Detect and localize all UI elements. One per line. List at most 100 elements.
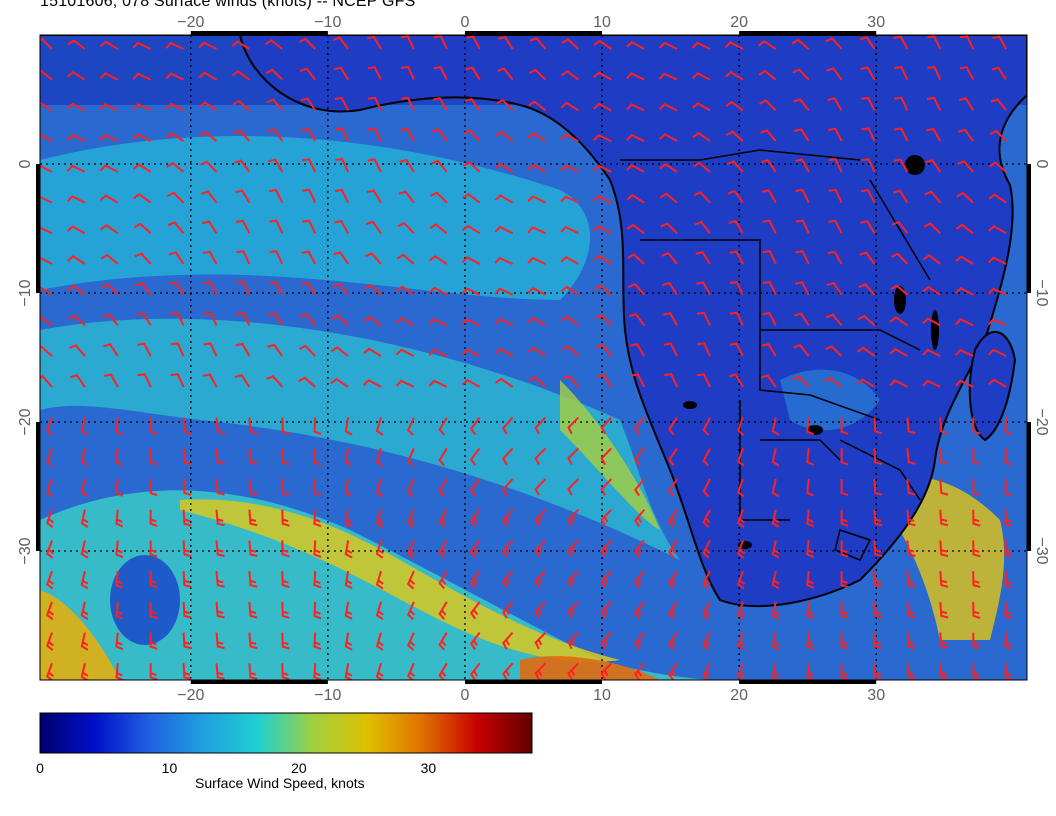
wind-barb [281, 663, 290, 680]
wind-barb [313, 417, 322, 436]
wind-barb [101, 283, 119, 296]
wind-barb [170, 373, 185, 388]
wind-barb [954, 318, 974, 327]
wind-barb [593, 254, 612, 265]
wind-barb [344, 663, 353, 680]
wind-barb [66, 195, 86, 204]
wind-barb [80, 570, 89, 590]
wind-barb [46, 417, 54, 436]
wind-barb [840, 417, 849, 435]
inland-wind-patch [780, 369, 880, 431]
wind-barb [759, 99, 777, 112]
wind-barb [923, 222, 941, 235]
wind-barb [534, 570, 547, 588]
wind-barb [794, 281, 810, 296]
wind-barb [890, 252, 909, 265]
wind-barb [926, 96, 942, 111]
wind-barb [955, 379, 974, 388]
wind-barb [659, 133, 678, 142]
wind-barb [301, 158, 317, 173]
wind-barb [132, 103, 152, 112]
wind-barb [236, 250, 251, 265]
wind-barb [955, 223, 974, 235]
wind-barb [182, 663, 192, 680]
wind-barb [375, 509, 384, 528]
wind-barb [498, 36, 514, 50]
wind-barb [80, 448, 89, 467]
wind-barb [469, 631, 481, 651]
wind-barb [313, 448, 322, 466]
wind-barb [873, 663, 883, 680]
wind-barb [600, 447, 613, 466]
wind-barb [793, 343, 810, 357]
wind-barb [461, 256, 481, 265]
axis-bar [739, 31, 877, 35]
wind-barb [182, 478, 192, 496]
wind-barb [567, 539, 580, 558]
wind-barb [268, 312, 284, 326]
wind-barb [567, 508, 580, 527]
wind-barb [926, 127, 942, 142]
wind-barb [737, 509, 746, 528]
wind-barb [281, 540, 290, 558]
wind-barb [761, 343, 777, 357]
wind-barb [235, 342, 251, 357]
low-pressure-center [110, 555, 180, 645]
wind-barb [593, 133, 612, 143]
wind-barb [760, 159, 777, 173]
wind-barb [567, 631, 580, 650]
lon-tick-label-top: 20 [730, 14, 748, 31]
wind-barb [954, 348, 974, 358]
wind-barb [248, 417, 258, 435]
wind-barb [663, 312, 678, 326]
wind-barb [659, 162, 678, 173]
wind-barb [626, 72, 645, 81]
wind-barb [1004, 663, 1013, 680]
wind-barb [115, 663, 124, 680]
wind-barb [80, 601, 89, 620]
wind-barb [806, 448, 815, 466]
wind-barb [794, 312, 810, 326]
wind-barb [469, 539, 481, 558]
wind-barb [828, 188, 843, 204]
wind-barb [268, 189, 284, 204]
wind-barb [115, 448, 124, 466]
wind-barb [406, 632, 416, 651]
wind-barb [335, 158, 350, 173]
wind-barb [726, 130, 744, 142]
wind-barb [133, 222, 152, 235]
lat-tick-label-right: −30 [1033, 537, 1050, 564]
wind-barb [771, 663, 780, 680]
wind-barb [696, 373, 711, 388]
wind-barb [469, 601, 481, 620]
wind-barb [438, 570, 448, 590]
wind-barb [628, 282, 645, 296]
wind-barb [80, 663, 89, 680]
wind-barb [894, 127, 909, 142]
wind-barb [561, 315, 580, 327]
wind-barb [692, 102, 711, 112]
wind-barb [236, 311, 251, 326]
wind-barb [761, 189, 777, 204]
wind-barb [593, 164, 612, 173]
wind-barb [40, 164, 53, 173]
wind-barb [231, 40, 250, 50]
wind-barb [234, 374, 251, 388]
wind-barb [428, 348, 448, 358]
wind-barb [939, 478, 949, 496]
wind-barb [137, 342, 152, 357]
wind-barb [298, 37, 316, 50]
wind-barb [729, 281, 744, 296]
wind-barb [560, 195, 579, 204]
wind-barb [534, 509, 547, 527]
wind-barb [46, 601, 55, 621]
lon-tick-label-top: 10 [593, 14, 611, 31]
wind-barb [561, 38, 580, 50]
wind-barb [135, 282, 152, 296]
colorbar-tick-label: 20 [291, 760, 307, 776]
wind-barb [702, 601, 711, 621]
wind-barb [600, 539, 613, 558]
wind-barb [234, 159, 251, 173]
wind-barb [344, 417, 353, 436]
wind-barb [344, 509, 353, 528]
